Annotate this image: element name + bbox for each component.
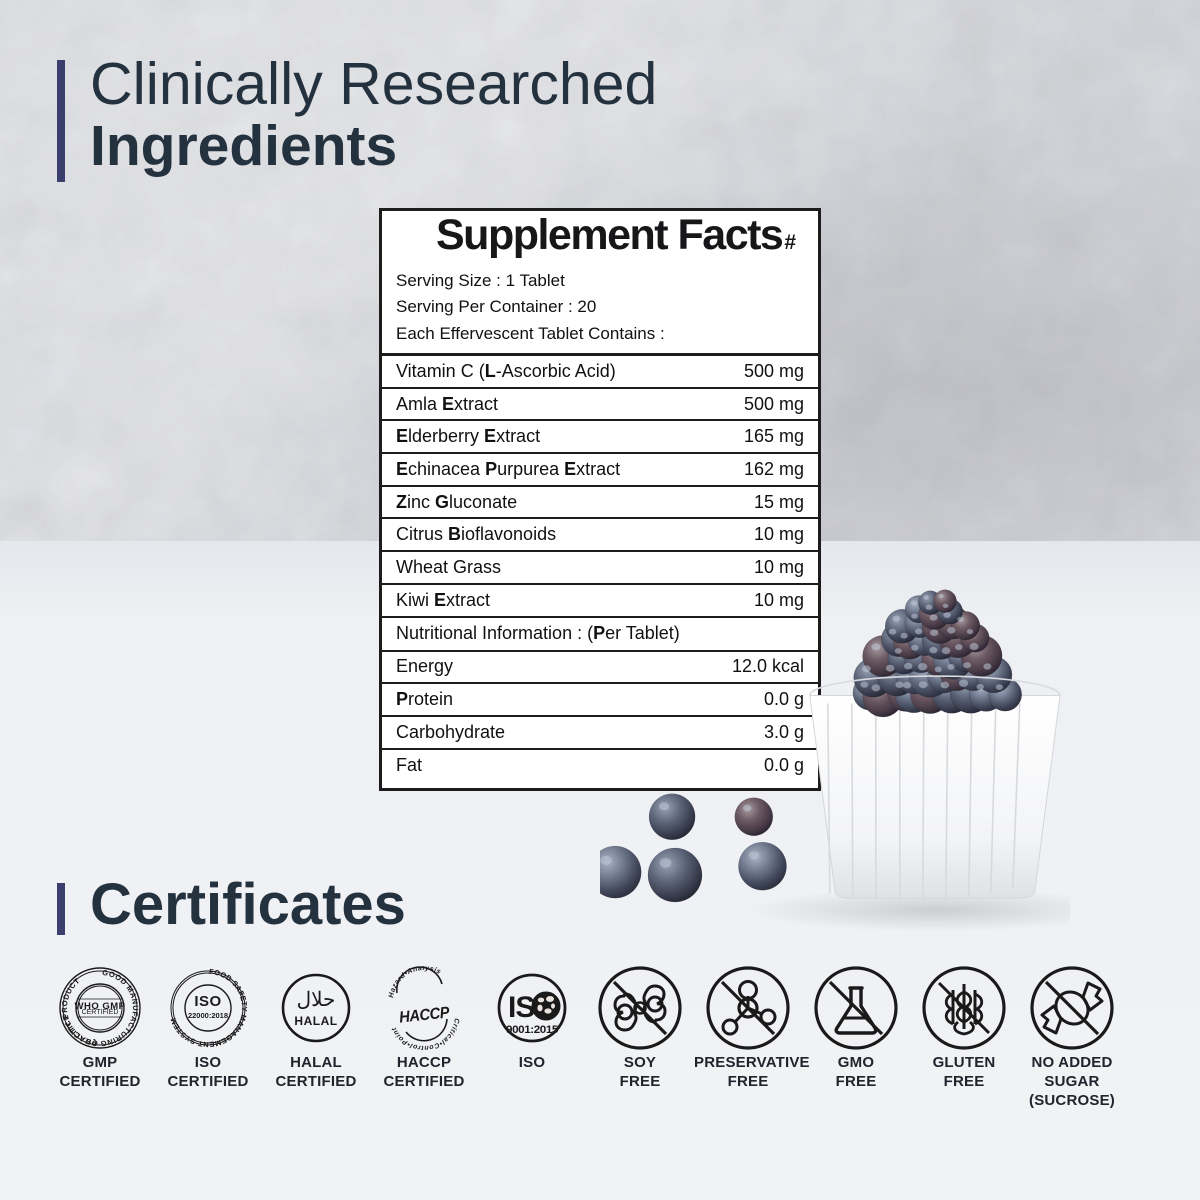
svg-text:HALAL: HALAL xyxy=(294,1014,337,1028)
svg-text:ISO: ISO xyxy=(194,993,221,1010)
svg-text:IS: IS xyxy=(508,991,534,1024)
svg-text:Hazard•Analysis: Hazard•Analysis xyxy=(388,966,442,998)
svg-text:22000:2018: 22000:2018 xyxy=(188,1011,228,1020)
svg-text:حلال: حلال xyxy=(297,989,336,1011)
svg-text:9001:2015: 9001:2015 xyxy=(506,1024,558,1036)
svg-text:CERTIFIED: CERTIFIED xyxy=(82,1009,119,1016)
svg-text:HACCP: HACCP xyxy=(398,1004,450,1026)
